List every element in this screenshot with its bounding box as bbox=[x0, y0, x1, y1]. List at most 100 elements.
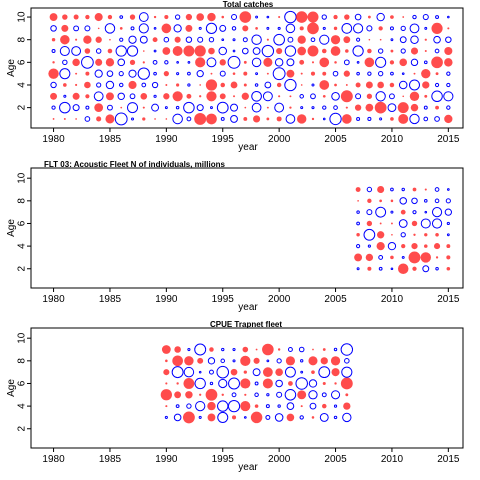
bubble-negative bbox=[231, 392, 237, 398]
bubble-negative bbox=[341, 23, 353, 34]
bubble-negative bbox=[276, 358, 282, 364]
bubble-positive bbox=[377, 81, 384, 89]
bubble-positive bbox=[377, 185, 385, 194]
bubble-positive bbox=[297, 46, 307, 56]
x-tick-label: 2000 bbox=[268, 454, 291, 465]
bubble-positive bbox=[319, 80, 330, 90]
bubble-negative bbox=[400, 25, 406, 32]
bubble-positive bbox=[75, 83, 78, 87]
bubble-negative bbox=[187, 60, 191, 64]
bubble-positive bbox=[345, 49, 349, 53]
bubble-positive bbox=[343, 70, 350, 77]
bubble-negative bbox=[119, 15, 124, 19]
bubble-negative bbox=[266, 359, 270, 363]
bubble-negative bbox=[310, 37, 316, 43]
bubble-negative bbox=[333, 415, 338, 420]
bubble-negative bbox=[207, 357, 216, 365]
bubble-positive bbox=[311, 117, 315, 121]
bubble-positive bbox=[289, 106, 292, 109]
bubble-negative bbox=[96, 82, 102, 88]
bubble-negative bbox=[72, 104, 80, 112]
bubble-positive bbox=[205, 388, 218, 401]
bubble-positive bbox=[355, 82, 361, 88]
bubble-positive bbox=[243, 60, 247, 64]
bubble-negative bbox=[354, 13, 362, 21]
bubble-positive bbox=[243, 117, 248, 121]
bubble-negative bbox=[187, 83, 191, 87]
bubble-negative bbox=[275, 379, 283, 388]
bubble-positive bbox=[105, 114, 115, 124]
bubble-negative bbox=[59, 101, 71, 114]
bubble-negative bbox=[285, 114, 296, 124]
bubble-negative bbox=[151, 103, 160, 112]
bubble-negative bbox=[431, 90, 443, 103]
bubble-positive bbox=[174, 391, 182, 399]
bubble-negative bbox=[272, 67, 286, 81]
bubble-negative bbox=[128, 35, 137, 44]
bubble-positive bbox=[266, 106, 269, 109]
bubble-negative bbox=[445, 36, 452, 43]
bubble-negative bbox=[126, 45, 139, 57]
y-tick-label: 8 bbox=[17, 358, 28, 364]
bubble-negative bbox=[266, 15, 270, 19]
bubble-positive bbox=[205, 79, 218, 91]
bubble-negative bbox=[329, 112, 342, 126]
bubble-negative bbox=[423, 116, 429, 122]
bubble-positive bbox=[412, 266, 417, 271]
bubble-positive bbox=[255, 27, 258, 30]
bubble-positive bbox=[444, 114, 453, 124]
bubble-negative bbox=[194, 377, 206, 390]
bubble-positive bbox=[411, 220, 418, 227]
bubble-negative bbox=[251, 90, 262, 102]
bubble-positive bbox=[240, 401, 251, 412]
bubble-negative bbox=[321, 14, 327, 20]
bubble-positive bbox=[412, 187, 417, 192]
x-tick-label: 2000 bbox=[268, 134, 291, 145]
bubble-positive bbox=[197, 357, 204, 364]
bubble-negative bbox=[412, 14, 417, 20]
bubble-positive bbox=[367, 15, 371, 19]
y-tick-label: 2 bbox=[17, 266, 28, 272]
bubble-negative bbox=[300, 359, 304, 363]
bubble-negative bbox=[220, 358, 226, 364]
bubble-negative bbox=[375, 91, 386, 102]
bubble-negative bbox=[422, 14, 429, 21]
panel-title: Total catches bbox=[223, 0, 274, 9]
bubble-negative bbox=[186, 403, 192, 409]
bubble-negative bbox=[173, 24, 182, 33]
bubble-positive bbox=[310, 71, 316, 76]
bubble-positive bbox=[390, 199, 394, 203]
bubble-negative bbox=[217, 411, 229, 423]
bubble-negative bbox=[174, 14, 181, 20]
bubble-negative bbox=[173, 413, 182, 422]
x-tick-label: 1985 bbox=[99, 294, 122, 305]
bubble-negative bbox=[284, 10, 297, 24]
bubble-positive bbox=[401, 243, 406, 249]
bubble-positive bbox=[311, 370, 315, 374]
bubble-negative bbox=[388, 93, 395, 100]
bubble-negative bbox=[196, 104, 204, 112]
bubble-negative bbox=[187, 71, 191, 76]
bubble-positive bbox=[183, 378, 195, 389]
bubble-positive bbox=[366, 93, 373, 99]
bubble-negative bbox=[318, 366, 331, 379]
bubble-negative bbox=[322, 26, 326, 30]
bubble-negative bbox=[300, 106, 304, 110]
bubble-positive bbox=[253, 115, 261, 123]
bubble-positive bbox=[107, 14, 113, 20]
bubble-negative bbox=[446, 71, 451, 76]
bubble-positive bbox=[207, 401, 216, 411]
bubble-negative bbox=[231, 14, 238, 21]
x-tick-label: 1985 bbox=[99, 454, 122, 465]
bubble-negative bbox=[390, 267, 394, 271]
bubble-positive bbox=[410, 103, 419, 112]
bubble-positive bbox=[185, 13, 193, 21]
bubble-negative bbox=[420, 218, 431, 229]
bubble-negative bbox=[227, 399, 241, 413]
bubble-negative bbox=[219, 24, 227, 32]
bubble-positive bbox=[230, 368, 238, 376]
bubble-positive bbox=[120, 106, 123, 109]
bubble-positive bbox=[444, 58, 453, 67]
x-tick-label: 1990 bbox=[155, 134, 178, 145]
x-tick-label: 1980 bbox=[42, 134, 65, 145]
